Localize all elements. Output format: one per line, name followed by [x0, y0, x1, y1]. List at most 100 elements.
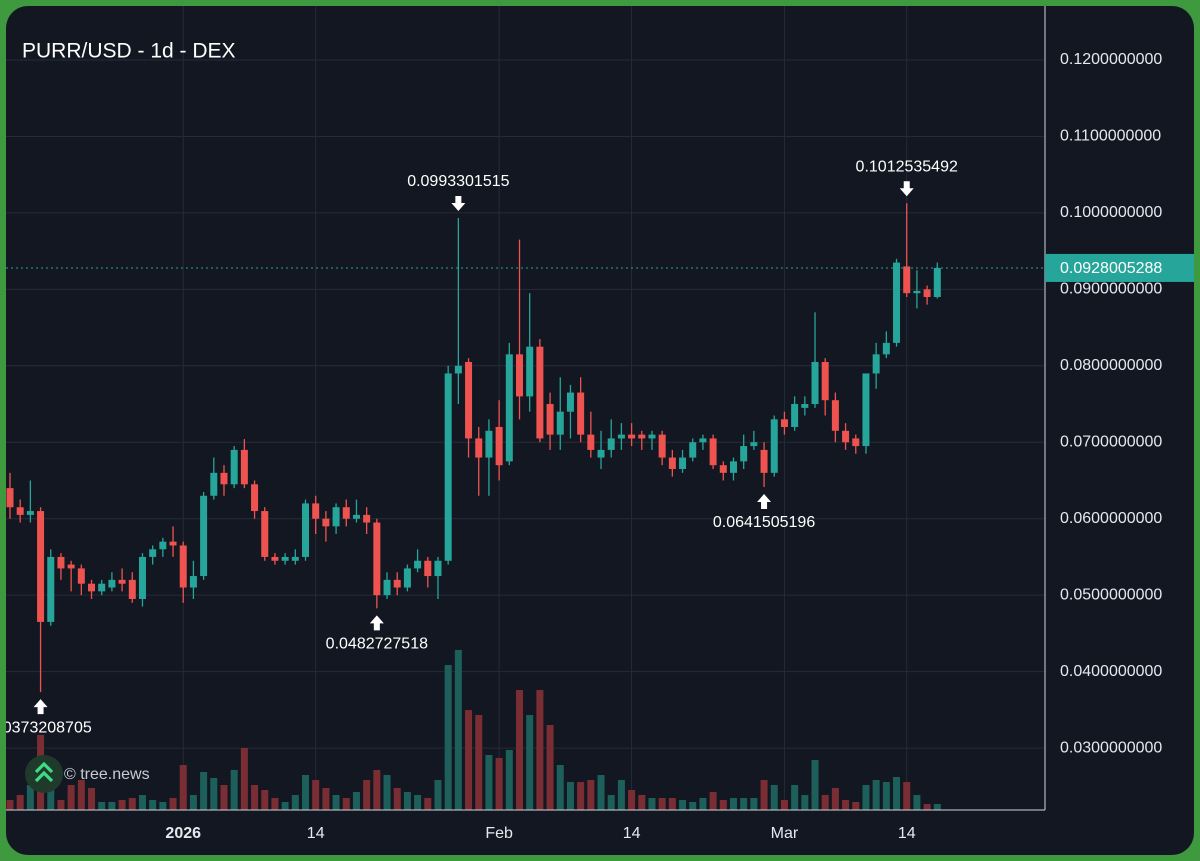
y-tick-label: 0.1000000000 [1060, 204, 1162, 221]
volume-bar [383, 775, 391, 810]
volume-bar [546, 725, 554, 810]
candle-body [923, 289, 931, 297]
volume-bar [261, 790, 269, 810]
candle-body [617, 434, 625, 439]
volume-bar [882, 782, 890, 810]
candle-body [444, 373, 452, 561]
candle-body [200, 495, 208, 577]
candle-body [424, 560, 432, 577]
volume-bar [872, 780, 880, 810]
candle-body [495, 426, 503, 466]
candle-body [240, 449, 248, 485]
volume-bar [699, 798, 707, 810]
x-tick-label: 14 [307, 825, 325, 842]
volume-bar [26, 785, 34, 810]
candle-body [740, 446, 748, 462]
volume-bar [842, 800, 850, 810]
volume-bar [98, 802, 106, 810]
volume-bar [505, 750, 513, 810]
watermark-logo [25, 755, 63, 793]
candle-body [281, 556, 289, 561]
volume-bar [149, 800, 157, 810]
candle-body [516, 354, 523, 397]
volume-bar [342, 798, 350, 810]
candle-body [383, 579, 391, 596]
candle-body [88, 583, 96, 592]
candle-body [862, 373, 870, 447]
candle-body [597, 449, 605, 458]
candle-body [189, 576, 197, 588]
candle-body [882, 342, 890, 355]
candle-body [67, 564, 75, 569]
volume-bar [271, 798, 279, 810]
candle-body [16, 507, 24, 515]
low-label: 0.0482727518 [326, 636, 428, 653]
volume-bar [750, 798, 758, 810]
volume-bar [617, 780, 625, 810]
volume-bar [47, 790, 55, 810]
volume-bar [434, 780, 442, 810]
candle-body [791, 404, 799, 427]
volume-bar [526, 715, 534, 810]
candle-body [801, 404, 809, 408]
volume-bar [189, 795, 197, 810]
volume-bar [393, 788, 401, 810]
candle-body [322, 518, 330, 527]
y-tick-label: 0.0800000000 [1060, 357, 1162, 374]
volume-bar [251, 785, 259, 810]
volume-bar [831, 788, 839, 810]
candle-body [261, 511, 269, 557]
candle-body [230, 449, 238, 485]
candle-body [566, 392, 574, 412]
candle-body [842, 430, 850, 443]
volume-bar [862, 785, 870, 810]
volume-bar [424, 798, 432, 810]
candle-body [465, 361, 473, 439]
candle-body [128, 579, 136, 599]
volume-bar [536, 690, 544, 810]
candle-body [709, 438, 717, 466]
marker-arrow [757, 493, 772, 509]
candle-body [526, 346, 534, 397]
volume-bar [811, 760, 819, 810]
volume-bar [414, 795, 422, 810]
volume-bar [240, 748, 248, 810]
last-price-label: 0.0928005288 [1060, 260, 1162, 277]
candle-body [699, 438, 707, 443]
candle-body [852, 438, 860, 447]
candle-body [668, 457, 676, 470]
marker-arrow [33, 699, 48, 715]
volume-bar [465, 710, 473, 810]
candle-body [475, 438, 483, 458]
y-tick-label: 0.0600000000 [1060, 510, 1162, 527]
volume-bar [169, 798, 177, 810]
volume-bar [128, 798, 136, 810]
volume-bar [495, 758, 503, 810]
candle-body [770, 419, 778, 473]
candle-body [291, 556, 299, 561]
candle-body [607, 438, 615, 450]
candle-body [363, 514, 371, 523]
volume-bar [638, 795, 646, 810]
candle-body [505, 354, 513, 462]
candle-body [179, 545, 187, 588]
candle-body [556, 411, 564, 435]
candle-body [903, 266, 911, 294]
candle-body [6, 488, 14, 508]
volume-bar [516, 690, 523, 810]
high-label: 0.1012535492 [856, 159, 958, 176]
candle-body [587, 434, 595, 450]
candle-body [37, 511, 45, 622]
y-tick-label: 0.0700000000 [1060, 433, 1162, 450]
candle-body [108, 579, 116, 588]
x-tick-label: 14 [898, 825, 916, 842]
candle-body [750, 442, 758, 447]
volume-bar [77, 780, 85, 810]
volume-bar [770, 785, 778, 810]
volume-bar [312, 780, 320, 810]
low-label: 0.0373208705 [0, 719, 92, 736]
y-tick-label: 0.0400000000 [1060, 663, 1162, 680]
candle-body [648, 434, 656, 439]
volume-bar [363, 780, 371, 810]
candle-body [98, 583, 106, 592]
